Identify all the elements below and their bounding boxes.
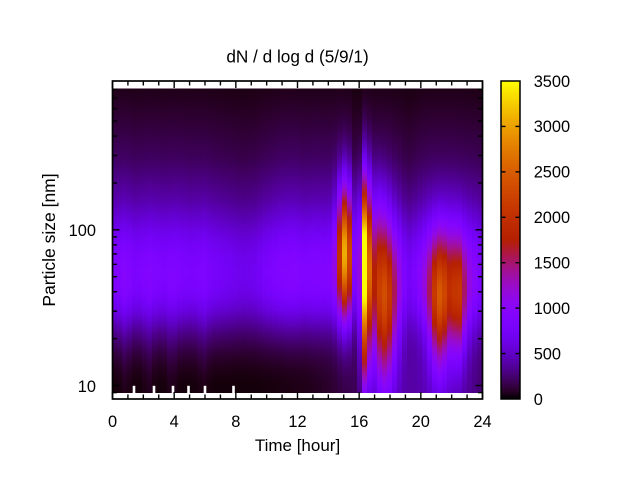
svg-text:0: 0: [534, 391, 543, 409]
svg-text:24: 24: [473, 413, 491, 431]
svg-text:500: 500: [534, 345, 561, 363]
svg-text:0: 0: [108, 413, 117, 431]
svg-text:Time [hour]: Time [hour]: [255, 436, 340, 455]
svg-text:1000: 1000: [534, 300, 570, 318]
svg-text:16: 16: [350, 413, 368, 431]
svg-text:dN / d log d (5/9/1): dN / d log d (5/9/1): [226, 47, 368, 67]
svg-text:8: 8: [231, 413, 240, 431]
svg-text:2000: 2000: [534, 209, 570, 227]
svg-text:Particle size [nm]: Particle size [nm]: [39, 173, 59, 306]
svg-text:3500: 3500: [534, 73, 570, 91]
svg-text:4: 4: [170, 413, 179, 431]
svg-text:12: 12: [288, 413, 306, 431]
svg-text:1500: 1500: [534, 255, 570, 273]
svg-text:3000: 3000: [534, 118, 570, 136]
svg-text:2500: 2500: [534, 164, 570, 182]
svg-text:100: 100: [69, 222, 96, 240]
svg-text:10: 10: [78, 378, 96, 396]
svg-text:20: 20: [412, 413, 430, 431]
